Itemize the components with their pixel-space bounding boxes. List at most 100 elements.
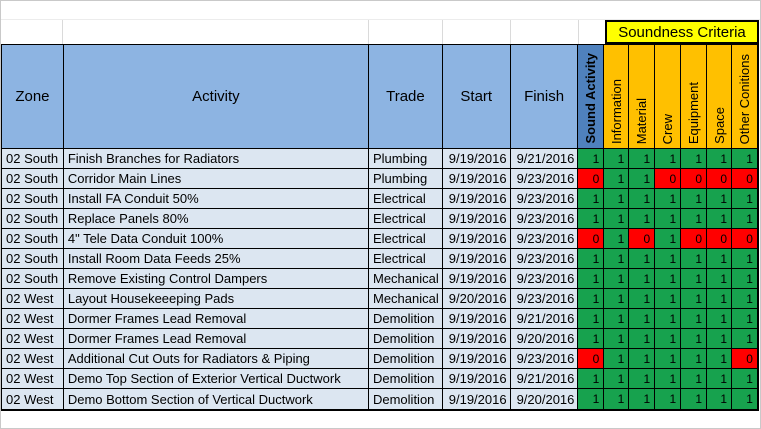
cell-trade[interactable]: Electrical <box>368 209 443 228</box>
soundness-criteria-banner-cell[interactable]: Soundness Criteria <box>605 20 759 44</box>
cell-activity[interactable]: Corridor Main Lines <box>63 169 369 188</box>
cell-crew[interactable]: 1 <box>655 229 682 248</box>
cell-zone[interactable]: 02 West <box>2 349 64 368</box>
cell-material[interactable]: 1 <box>629 149 656 168</box>
cell-activity[interactable]: Demo Top Section of Exterior Vertical Du… <box>63 369 369 388</box>
cell-finish-date[interactable]: 9/21/2016 <box>510 309 579 328</box>
cell-finish-date[interactable]: 9/21/2016 <box>510 149 579 168</box>
cell-crew[interactable]: 1 <box>655 389 682 409</box>
cell-information[interactable]: 1 <box>604 269 630 288</box>
cell-finish-date[interactable]: 9/23/2016 <box>510 209 579 228</box>
cell-zone[interactable]: 02 South <box>2 189 64 208</box>
cell-material[interactable]: 1 <box>629 309 656 328</box>
cell-information[interactable]: 1 <box>604 169 630 188</box>
header-sound-activity[interactable]: Sound Activity <box>578 45 605 148</box>
cell-finish-date[interactable]: 9/23/2016 <box>510 169 579 188</box>
cell-material[interactable]: 1 <box>629 349 656 368</box>
cell-trade[interactable]: Mechanical <box>368 269 443 288</box>
header-zone[interactable]: Zone <box>2 45 64 148</box>
cell-material[interactable]: 1 <box>629 369 656 388</box>
cell-space[interactable]: 1 <box>707 269 733 288</box>
cell-space[interactable]: 1 <box>707 369 733 388</box>
cell-sound-activity[interactable]: 1 <box>578 289 605 308</box>
header-equipment[interactable]: Equipment <box>681 45 708 148</box>
cell-material[interactable]: 0 <box>629 229 656 248</box>
cell-other-conitions[interactable]: 1 <box>732 389 758 409</box>
cell-information[interactable]: 1 <box>604 329 630 348</box>
cell-crew[interactable]: 1 <box>655 269 682 288</box>
cell-trade[interactable]: Plumbing <box>368 169 443 188</box>
cell-equipment[interactable]: 1 <box>681 329 708 348</box>
cell-other-conitions[interactable]: 1 <box>732 189 758 208</box>
cell-start-date[interactable]: 9/19/2016 <box>442 369 511 388</box>
cell-other-conitions[interactable]: 1 <box>732 309 758 328</box>
cell-trade[interactable]: Plumbing <box>368 149 443 168</box>
cell-space[interactable]: 1 <box>707 289 733 308</box>
cell-space[interactable]: 1 <box>707 149 733 168</box>
cell-finish-date[interactable]: 9/23/2016 <box>510 249 579 268</box>
cell-activity[interactable]: Finish Branches for Radiators <box>63 149 369 168</box>
cell-zone[interactable]: 02 West <box>2 329 64 348</box>
cell-finish-date[interactable]: 9/20/2016 <box>510 329 579 348</box>
cell-material[interactable]: 1 <box>629 389 656 409</box>
cell-sound-activity[interactable]: 1 <box>578 329 605 348</box>
cell-trade[interactable]: Mechanical <box>368 289 443 308</box>
cell-other-conitions[interactable]: 1 <box>732 249 758 268</box>
cell-equipment[interactable]: 1 <box>681 249 708 268</box>
cell-start-date[interactable]: 9/20/2016 <box>442 289 511 308</box>
header-other-conitions[interactable]: Other Conitions <box>732 45 759 148</box>
cell-zone[interactable]: 02 South <box>2 249 64 268</box>
cell-crew[interactable]: 1 <box>655 329 682 348</box>
cell-trade[interactable]: Demolition <box>368 329 443 348</box>
cell-equipment[interactable]: 0 <box>681 169 708 188</box>
cell-crew[interactable]: 1 <box>655 249 682 268</box>
cell-zone[interactable]: 02 West <box>2 289 64 308</box>
header-material[interactable]: Material <box>629 45 656 148</box>
cell-activity[interactable]: Layout Housekeeeping Pads <box>63 289 369 308</box>
cell-finish-date[interactable]: 9/23/2016 <box>510 229 579 248</box>
cell-space[interactable]: 0 <box>707 229 733 248</box>
cell-trade[interactable]: Electrical <box>368 189 443 208</box>
cell-trade[interactable]: Demolition <box>368 369 443 388</box>
cell-crew[interactable]: 1 <box>655 209 682 228</box>
cell-space[interactable]: 1 <box>707 209 733 228</box>
cell-activity[interactable]: Additional Cut Outs for Radiators & Pipi… <box>63 349 369 368</box>
cell-space[interactable]: 1 <box>707 389 733 409</box>
cell-start-date[interactable]: 9/19/2016 <box>442 189 511 208</box>
header-start[interactable]: Start <box>442 45 511 148</box>
cell-information[interactable]: 1 <box>604 349 630 368</box>
cell-trade[interactable]: Demolition <box>368 349 443 368</box>
cell-zone[interactable]: 02 South <box>2 209 64 228</box>
cell-trade[interactable]: Electrical <box>368 249 443 268</box>
cell-trade[interactable]: Electrical <box>368 229 443 248</box>
cell-sound-activity[interactable]: 1 <box>578 309 605 328</box>
cell-finish-date[interactable]: 9/23/2016 <box>510 349 579 368</box>
cell-crew[interactable]: 1 <box>655 349 682 368</box>
cell-trade[interactable]: Demolition <box>368 309 443 328</box>
cell-activity[interactable]: Replace Panels 80% <box>63 209 369 228</box>
cell-material[interactable]: 1 <box>629 209 656 228</box>
header-activity[interactable]: Activity <box>63 45 370 148</box>
cell-other-conitions[interactable]: 0 <box>732 169 758 188</box>
cell-zone[interactable]: 02 West <box>2 369 64 388</box>
cell-trade[interactable]: Demolition <box>368 389 443 409</box>
cell-information[interactable]: 1 <box>604 249 630 268</box>
header-trade[interactable]: Trade <box>369 45 443 148</box>
cell-zone[interactable]: 02 South <box>2 229 64 248</box>
cell-other-conitions[interactable]: 0 <box>732 349 758 368</box>
cell-space[interactable]: 1 <box>707 329 733 348</box>
cell-equipment[interactable]: 1 <box>681 349 708 368</box>
header-finish[interactable]: Finish <box>510 45 579 148</box>
cell-zone[interactable]: 02 South <box>2 269 64 288</box>
cell-start-date[interactable]: 9/19/2016 <box>442 249 511 268</box>
cell-start-date[interactable]: 9/19/2016 <box>442 269 511 288</box>
cell-activity[interactable]: Dormer Frames Lead Removal <box>63 329 369 348</box>
cell-equipment[interactable]: 1 <box>681 149 708 168</box>
cell-finish-date[interactable]: 9/23/2016 <box>510 189 579 208</box>
cell-start-date[interactable]: 9/19/2016 <box>442 329 511 348</box>
cell-material[interactable]: 1 <box>629 249 656 268</box>
cell-activity[interactable]: 4" Tele Data Conduit 100% <box>63 229 369 248</box>
cell-crew[interactable]: 0 <box>655 169 682 188</box>
cell-other-conitions[interactable]: 1 <box>732 329 758 348</box>
cell-space[interactable]: 1 <box>707 249 733 268</box>
